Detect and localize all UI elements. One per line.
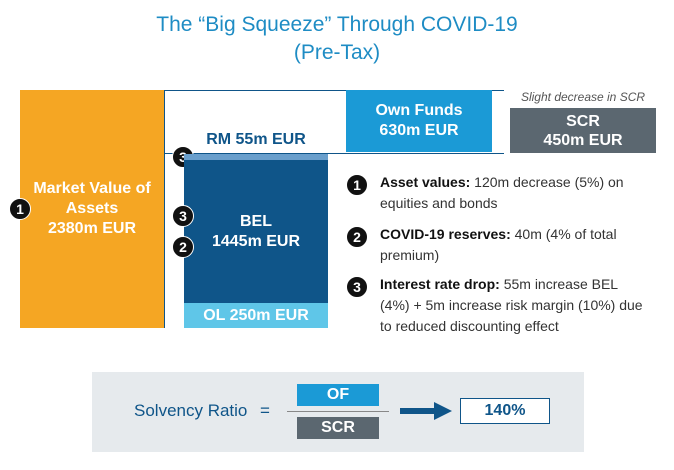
bel-value: 1445m EUR	[211, 232, 301, 250]
ol-label: OL 250m EUR	[203, 306, 309, 324]
numerator-box: OF	[297, 384, 379, 406]
scr-box: SCR 450m EUR	[510, 108, 656, 153]
solvency-label: Solvency Ratio	[134, 401, 248, 420]
solvency-equals: =	[260, 401, 270, 420]
numerator-label: OF	[326, 386, 350, 403]
frame-top-line	[164, 90, 504, 91]
note-1-badge: 1	[346, 174, 368, 196]
page-title: The “Big Squeeze” Through COVID-19	[156, 13, 518, 36]
arrow-right-icon	[400, 402, 452, 420]
frame-mid-line	[164, 153, 504, 154]
rm-strip	[184, 154, 328, 160]
badge-1-assets: 1	[9, 198, 31, 220]
denominator-box: SCR	[297, 417, 379, 439]
note-1-heading: Asset values:	[380, 174, 471, 190]
note-3-body: 55m increase BEL (4%) + 5m increase risk…	[380, 276, 643, 334]
scr-value: 450m EUR	[543, 131, 623, 149]
own-funds-box: Own Funds 630m EUR	[346, 90, 492, 152]
fraction-line	[287, 411, 389, 412]
rm-label: RM 55m EUR	[206, 131, 306, 148]
own-funds-label: Own Funds	[375, 102, 463, 119]
denominator-label: SCR	[321, 419, 355, 436]
note-2-heading: COVID-19 reserves:	[380, 226, 511, 242]
page-subtitle: (Pre-Tax)	[293, 41, 381, 64]
note-3-heading: Interest rate drop:	[380, 276, 500, 292]
note-3-text: Interest rate drop: 55m increase BEL (4%…	[380, 274, 650, 337]
badge-2-bel: 2	[172, 236, 194, 258]
badge-3-bel: 3	[172, 205, 194, 227]
assets-label: Market Value of	[33, 180, 151, 197]
solvency-result: 140%	[484, 402, 526, 419]
note-2-badge: 2	[346, 226, 368, 248]
assets-label-2: Assets	[65, 200, 119, 217]
note-2-body: 40m (4% of total premium)	[380, 226, 617, 263]
frame-divider-line	[164, 90, 165, 328]
scr-note: Slight decrease in SCR	[520, 90, 646, 104]
note-1-body: 120m decrease (5%) on equities and bonds	[380, 174, 624, 211]
note-2-text: COVID-19 reserves: 40m (4% of total prem…	[380, 224, 650, 266]
solvency-panel: Solvency Ratio = OF SCR 140%	[92, 372, 584, 452]
assets-box: Market Value of Assets 2380m EUR	[20, 90, 164, 328]
own-funds-value: 630m EUR	[379, 122, 459, 139]
bel-box: BEL 1445m EUR	[184, 160, 328, 303]
bel-label: BEL	[240, 212, 272, 230]
note-3-badge: 3	[346, 276, 368, 298]
assets-value: 2380m EUR	[47, 220, 137, 237]
note-1-text: Asset values: 120m decrease (5%) on equi…	[380, 172, 650, 214]
ol-box: OL 250m EUR	[184, 303, 328, 328]
scr-label: SCR	[566, 112, 600, 130]
solvency-result-box: 140%	[460, 398, 550, 424]
